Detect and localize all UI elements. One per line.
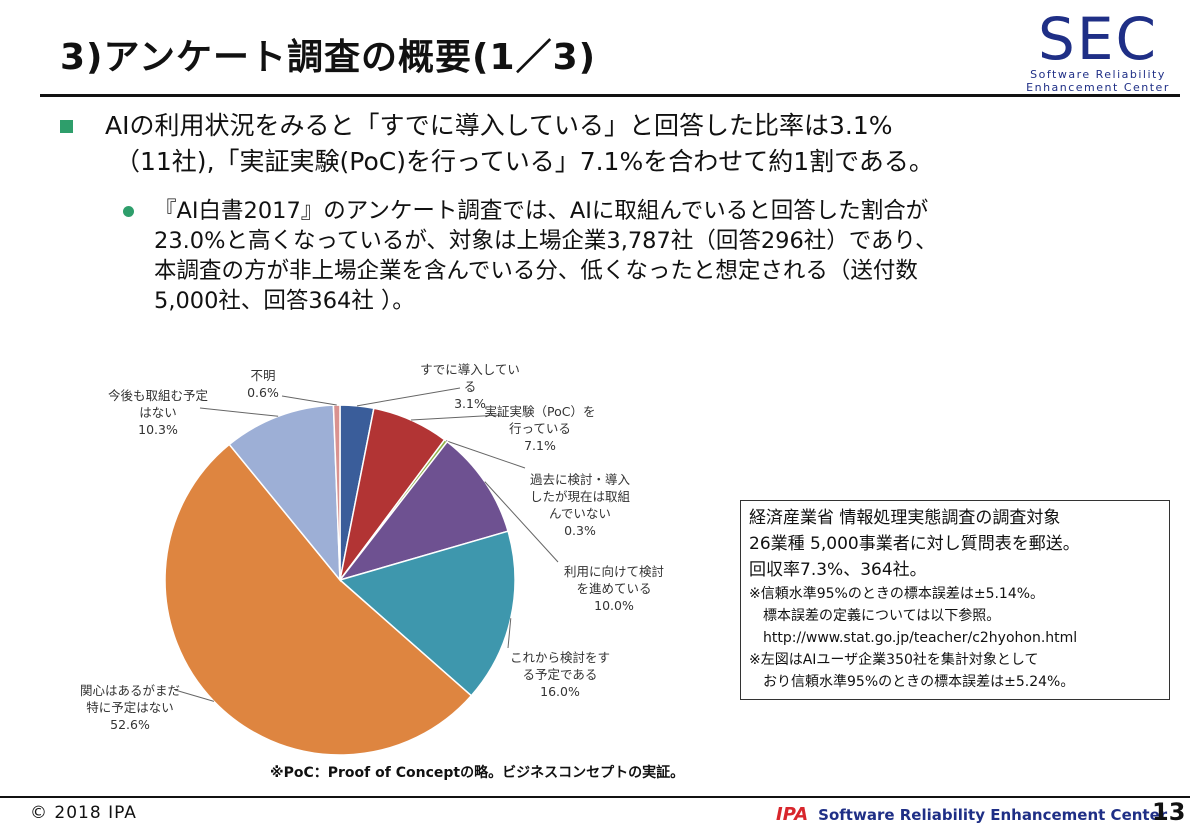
footer-org: IPA Software Reliability Enhancement Cent… xyxy=(776,804,1167,825)
circle-bullet-icon xyxy=(123,206,134,217)
info-line7: ※左図はAIユーザ企業350社を集計対象として xyxy=(749,649,1161,671)
slide-title: 3)アンケート調査の概要(1／3) xyxy=(60,28,596,80)
slice-category-label: 特に予定はない xyxy=(86,700,174,715)
slice-label: 今後も取組む予定はない 10.3% xyxy=(108,388,208,437)
slice-value-label: 0.6% xyxy=(247,385,279,400)
sub-bullet-line2: 23.0%と高くなっているが、対象は上場企業3,787社（回答296社）であり、 xyxy=(154,226,938,256)
slice-category-label: したが現在は取組 xyxy=(530,489,630,504)
slice-value-label: 3.1% xyxy=(454,396,486,411)
leader-line xyxy=(357,388,460,406)
survey-info-box: 経済産業省 情報処理実態調査の調査対象 26業種 5,000事業者に対し質問表を… xyxy=(740,500,1170,700)
ipa-logo: IPA xyxy=(776,804,808,825)
info-line5: 標本誤差の定義については以下参照。 xyxy=(749,605,1161,627)
page-number: 13 xyxy=(1152,798,1185,826)
sub-bullet-line1: 『AI白書2017』のアンケート調査では、AIに取組んでいると回答した割合が xyxy=(154,196,938,226)
sub-bullet-line3: 本調査の方が非上場企業を含んでいる分、低くなったと想定される（送付数 xyxy=(154,256,938,286)
main-bullet-line2: （11社),「実証実験(PoC)を行っている」7.1%を合わせて約1割である。 xyxy=(105,144,1165,180)
slice-label: 不明 0.6% xyxy=(247,368,279,400)
leader-line xyxy=(282,396,337,405)
info-line4: ※信頼水準95%のときの標本誤差は±5.14%。 xyxy=(749,583,1161,605)
main-bullet-text: AIの利用状況をみると「すでに導入している」と回答した比率は3.1% （11社)… xyxy=(105,108,1165,180)
slice-label: これから検討をする予定である 16.0% xyxy=(510,650,610,699)
slice-category-label: んでいない xyxy=(549,506,611,521)
info-line1: 経済産業省 情報処理実態調査の調査対象 xyxy=(749,505,1161,531)
slice-label: 関心はあるがまだ特に予定はない 52.6% xyxy=(80,683,180,732)
slice-category-label: 今後も取組む予定 xyxy=(108,388,208,403)
slice-category-label: る予定である xyxy=(523,667,598,682)
logo-sub-line1: Software Reliability xyxy=(1018,68,1178,81)
pie-chart: すでに導入している 3.1%実証実験（PoC）を行っている 7.1% 過去に検討・導入… xyxy=(0,350,740,760)
slice-value-label: 16.0% xyxy=(540,684,580,699)
slice-label: 利用に向けて検討を進めている 10.0% xyxy=(564,564,664,613)
info-line3: 回収率7.3%、364社。 xyxy=(749,557,1161,583)
slice-category-label: 過去に検討・導入 xyxy=(530,472,631,487)
slice-label: 過去に検討・導入したが現在は取組んでいない 0.3% xyxy=(530,472,631,538)
logo-main-text: SEC xyxy=(1018,10,1178,68)
slice-category-label: 不明 xyxy=(250,368,275,383)
slice-value-label: 7.1% xyxy=(524,438,556,453)
main-bullet-line1: AIの利用状況をみると「すでに導入している」と回答した比率は3.1% xyxy=(105,111,893,140)
sec-logo: SEC Software Reliability Enhancement Cen… xyxy=(1018,10,1178,94)
copyright-text: © 2018 IPA xyxy=(30,803,137,823)
slice-category-label: 実証実験（PoC）を xyxy=(485,404,596,419)
logo-sub-line2: Enhancement Center xyxy=(1018,81,1178,94)
slice-category-label: はない xyxy=(139,405,177,420)
slice-value-label: 10.0% xyxy=(594,598,634,613)
sub-bullet-text: 『AI白書2017』のアンケート調査では、AIに取組んでいると回答した割合が 2… xyxy=(154,196,938,316)
slice-label: 実証実験（PoC）を行っている 7.1% xyxy=(485,404,596,453)
slice-value-label: 0.3% xyxy=(564,523,596,538)
leader-line xyxy=(200,408,278,416)
poc-footnote: ※PoC：Proof of Conceptの略。ビジネスコンセプトの実証。 xyxy=(270,762,684,782)
slice-category-label: 利用に向けて検討 xyxy=(564,564,664,579)
sub-bullet-line4: 5,000社、回答364社 ）。 xyxy=(154,286,938,316)
info-line2: 26業種 5,000事業者に対し質問表を郵送。 xyxy=(749,531,1161,557)
info-line8: おり信頼水準95%のときの標本誤差は±5.24%。 xyxy=(749,671,1161,693)
slice-category-label: すでに導入してい xyxy=(420,362,520,377)
header-divider xyxy=(40,94,1180,97)
slice-category-label: を進めている xyxy=(576,581,651,596)
footer-divider xyxy=(0,796,1190,798)
slice-value-label: 52.6% xyxy=(110,717,150,732)
slice-category-label: 行っている xyxy=(509,421,571,436)
footer-org-name: Software Reliability Enhancement Center xyxy=(818,806,1167,824)
slice-category-label: る xyxy=(464,379,477,394)
square-bullet-icon xyxy=(60,120,73,133)
slice-value-label: 10.3% xyxy=(138,422,178,437)
slice-category-label: 関心はあるがまだ xyxy=(80,683,180,698)
slice-category-label: これから検討をす xyxy=(510,650,610,665)
info-line6: http://www.stat.go.jp/teacher/c2hyohon.h… xyxy=(749,627,1161,649)
